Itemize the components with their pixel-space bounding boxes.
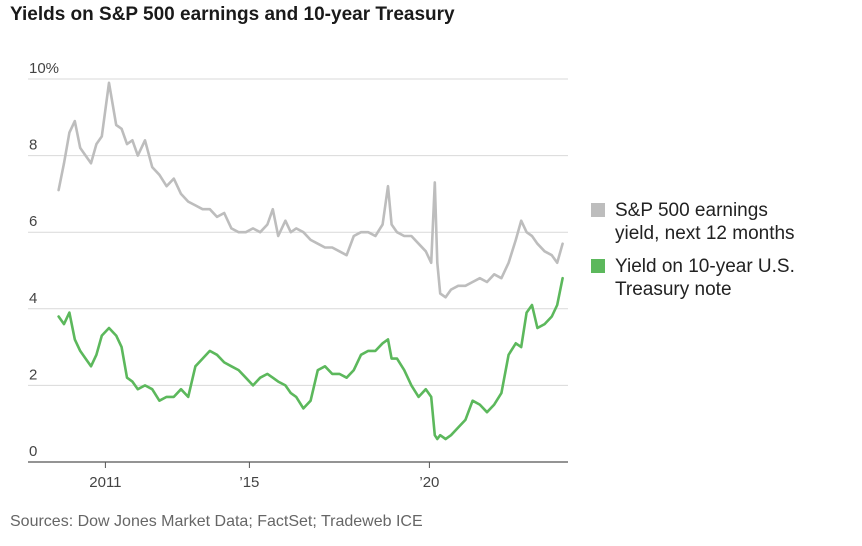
legend-label: Yield on 10-year U.S. Treasury note (615, 256, 795, 300)
y-tick-label: 2 (29, 366, 37, 383)
legend-swatch (591, 259, 605, 273)
gridlines (28, 78, 568, 463)
legend-label: S&P 500 earnings yield, next 12 months (615, 200, 795, 244)
y-tick-label: 10% (29, 60, 59, 77)
chart-title: Yields on S&P 500 earnings and 10-year T… (10, 4, 455, 25)
y-tick-label: 8 (29, 137, 37, 154)
series-line-treasury-yield (57, 276, 564, 441)
legend-swatch (591, 203, 605, 217)
x-tick-label: 2011 (89, 474, 121, 491)
y-tick-label: 4 (29, 290, 37, 307)
series-line-earnings-yield (57, 81, 564, 299)
x-tick-label: ’15 (239, 474, 259, 491)
y-tick-label: 0 (29, 443, 37, 460)
y-axis-ticks: 0 2 4 6 8 10% (29, 60, 59, 460)
x-axis-ticks: 2011 ’15 ’20 (89, 462, 439, 491)
source-note: Sources: Dow Jones Market Data; FactSet;… (10, 513, 423, 530)
y-tick-label: 6 (29, 213, 37, 230)
x-tick-label: ’20 (419, 474, 439, 491)
legend: S&P 500 earnings yield, next 12 months Yie… (591, 200, 795, 300)
series-lines (57, 81, 564, 441)
